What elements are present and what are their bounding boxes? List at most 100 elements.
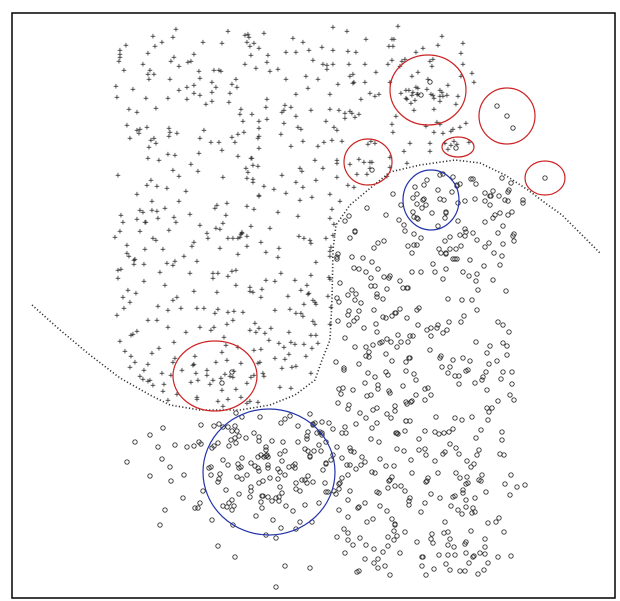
plus-point: + bbox=[300, 312, 306, 322]
plus-point: + bbox=[146, 75, 152, 85]
plus-point: + bbox=[174, 293, 180, 303]
circle-point bbox=[415, 322, 421, 328]
circle-point bbox=[326, 420, 332, 426]
circle-point bbox=[402, 488, 408, 494]
circle-point bbox=[391, 463, 397, 469]
circle-point bbox=[376, 439, 382, 445]
plus-point: + bbox=[255, 398, 261, 408]
plus-point: + bbox=[124, 241, 130, 251]
plus-point: + bbox=[197, 221, 203, 231]
plus-point: + bbox=[327, 214, 333, 224]
circle-point bbox=[280, 439, 286, 445]
circle-point bbox=[364, 205, 370, 211]
circle-point bbox=[307, 565, 313, 571]
circle-point bbox=[520, 197, 526, 203]
circle-point bbox=[468, 464, 474, 470]
circle-point bbox=[435, 322, 441, 328]
circle-point bbox=[320, 467, 326, 473]
plus-point: + bbox=[288, 142, 294, 152]
circle-point bbox=[353, 466, 359, 472]
plus-point: + bbox=[244, 242, 250, 252]
plus-point: + bbox=[117, 227, 123, 237]
circle-point bbox=[369, 469, 375, 475]
plus-point: + bbox=[431, 94, 437, 104]
circle-point bbox=[416, 447, 422, 453]
circle-point bbox=[405, 285, 411, 291]
circle-point bbox=[387, 572, 393, 578]
circle-point bbox=[435, 187, 441, 193]
plus-point: + bbox=[288, 384, 294, 394]
plus-point: + bbox=[439, 32, 445, 42]
plus-point: + bbox=[201, 126, 207, 136]
circle-point bbox=[355, 505, 361, 511]
circle-point bbox=[456, 451, 462, 457]
plus-point: + bbox=[331, 220, 337, 230]
circle-point bbox=[442, 519, 448, 525]
circle-point bbox=[423, 202, 429, 208]
circle-point bbox=[375, 382, 381, 388]
circle-point bbox=[400, 383, 406, 389]
plus-point: + bbox=[153, 104, 159, 114]
circle-series bbox=[124, 79, 548, 590]
plus-point: + bbox=[351, 183, 357, 193]
circle-point bbox=[432, 429, 438, 435]
plus-point: + bbox=[170, 261, 176, 271]
circle-point bbox=[384, 508, 390, 514]
plus-point: + bbox=[216, 66, 222, 76]
plus-point: + bbox=[122, 347, 128, 357]
circle-point bbox=[282, 448, 288, 454]
circle-point bbox=[497, 262, 503, 268]
circle-point bbox=[463, 504, 469, 510]
plus-point: + bbox=[157, 268, 163, 278]
circle-point bbox=[460, 490, 466, 496]
circle-point bbox=[305, 473, 311, 479]
circle-point bbox=[350, 542, 356, 548]
circle-point bbox=[403, 359, 409, 365]
plus-point: + bbox=[281, 343, 287, 353]
plus-point: + bbox=[137, 125, 143, 135]
plus-point: + bbox=[140, 375, 146, 385]
circle-point bbox=[508, 472, 514, 478]
plus-point: + bbox=[117, 337, 123, 347]
circle-point bbox=[478, 478, 484, 484]
circle-point bbox=[502, 197, 508, 203]
circle-point bbox=[263, 447, 269, 453]
plus-point: + bbox=[164, 184, 170, 194]
circle-point bbox=[391, 537, 397, 543]
circle-point bbox=[319, 419, 325, 425]
plus-point: + bbox=[120, 293, 126, 303]
plus-point: + bbox=[251, 371, 257, 381]
circle-point bbox=[375, 565, 381, 571]
plus-point: + bbox=[290, 34, 296, 44]
plus-point: + bbox=[283, 48, 289, 58]
plus-point: + bbox=[279, 364, 285, 374]
circle-point bbox=[415, 216, 421, 222]
circle-point bbox=[410, 209, 416, 215]
circle-point bbox=[215, 479, 221, 485]
plus-point: + bbox=[250, 288, 256, 298]
plus-point: + bbox=[160, 387, 166, 397]
circle-point bbox=[514, 484, 520, 490]
circle-point bbox=[487, 202, 493, 208]
circle-point bbox=[299, 477, 305, 483]
plus-point: + bbox=[404, 95, 410, 105]
plus-point: + bbox=[215, 397, 221, 407]
circle-point bbox=[247, 494, 253, 500]
circle-point bbox=[425, 475, 431, 481]
circle-point bbox=[446, 319, 452, 325]
plus-point: + bbox=[248, 373, 254, 383]
circle-point bbox=[412, 184, 418, 190]
circle-point bbox=[209, 517, 215, 523]
plus-point: + bbox=[188, 378, 194, 388]
circle-point bbox=[341, 365, 347, 371]
plus-point: + bbox=[172, 354, 178, 364]
circle-point bbox=[486, 409, 492, 415]
plus-point: + bbox=[448, 127, 454, 137]
plus-point: + bbox=[128, 352, 134, 362]
circle-point bbox=[456, 381, 462, 387]
circle-point bbox=[450, 256, 456, 262]
circle-point bbox=[229, 497, 235, 503]
plus-point: + bbox=[247, 42, 253, 52]
circle-point bbox=[482, 536, 488, 542]
circle-point bbox=[392, 522, 398, 528]
